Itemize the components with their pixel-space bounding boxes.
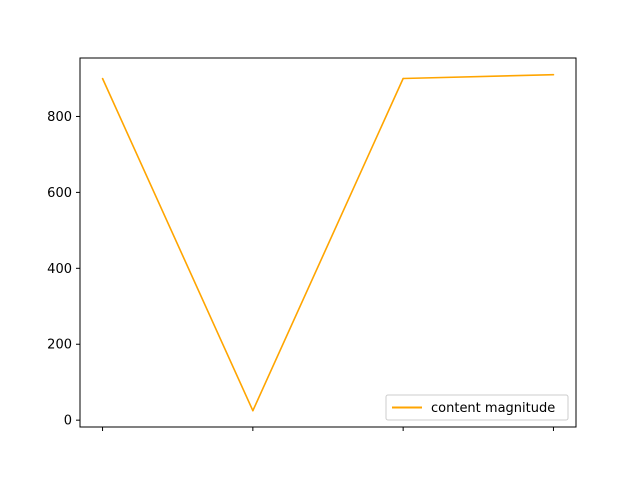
y-tick-label: 200 [47, 338, 72, 353]
data-point [252, 409, 254, 412]
legend-box [385, 394, 569, 421]
data-point [402, 77, 404, 80]
y-axis: 0 200 400 600 800 [47, 110, 80, 429]
y-tick-label: 400 [47, 262, 72, 277]
data-point [101, 77, 104, 80]
series-line [101, 73, 554, 412]
y-tick-label: 600 [47, 186, 72, 201]
x-axis [102, 427, 554, 431]
data-point [552, 73, 555, 76]
axes-frame [79, 57, 577, 428]
y-tick-label: 800 [47, 110, 72, 125]
legend-label: content magnitude [431, 401, 555, 416]
y-tick-label: 0 [64, 414, 72, 429]
legend: content magnitude [385, 394, 569, 421]
plot-area [101, 73, 555, 412]
